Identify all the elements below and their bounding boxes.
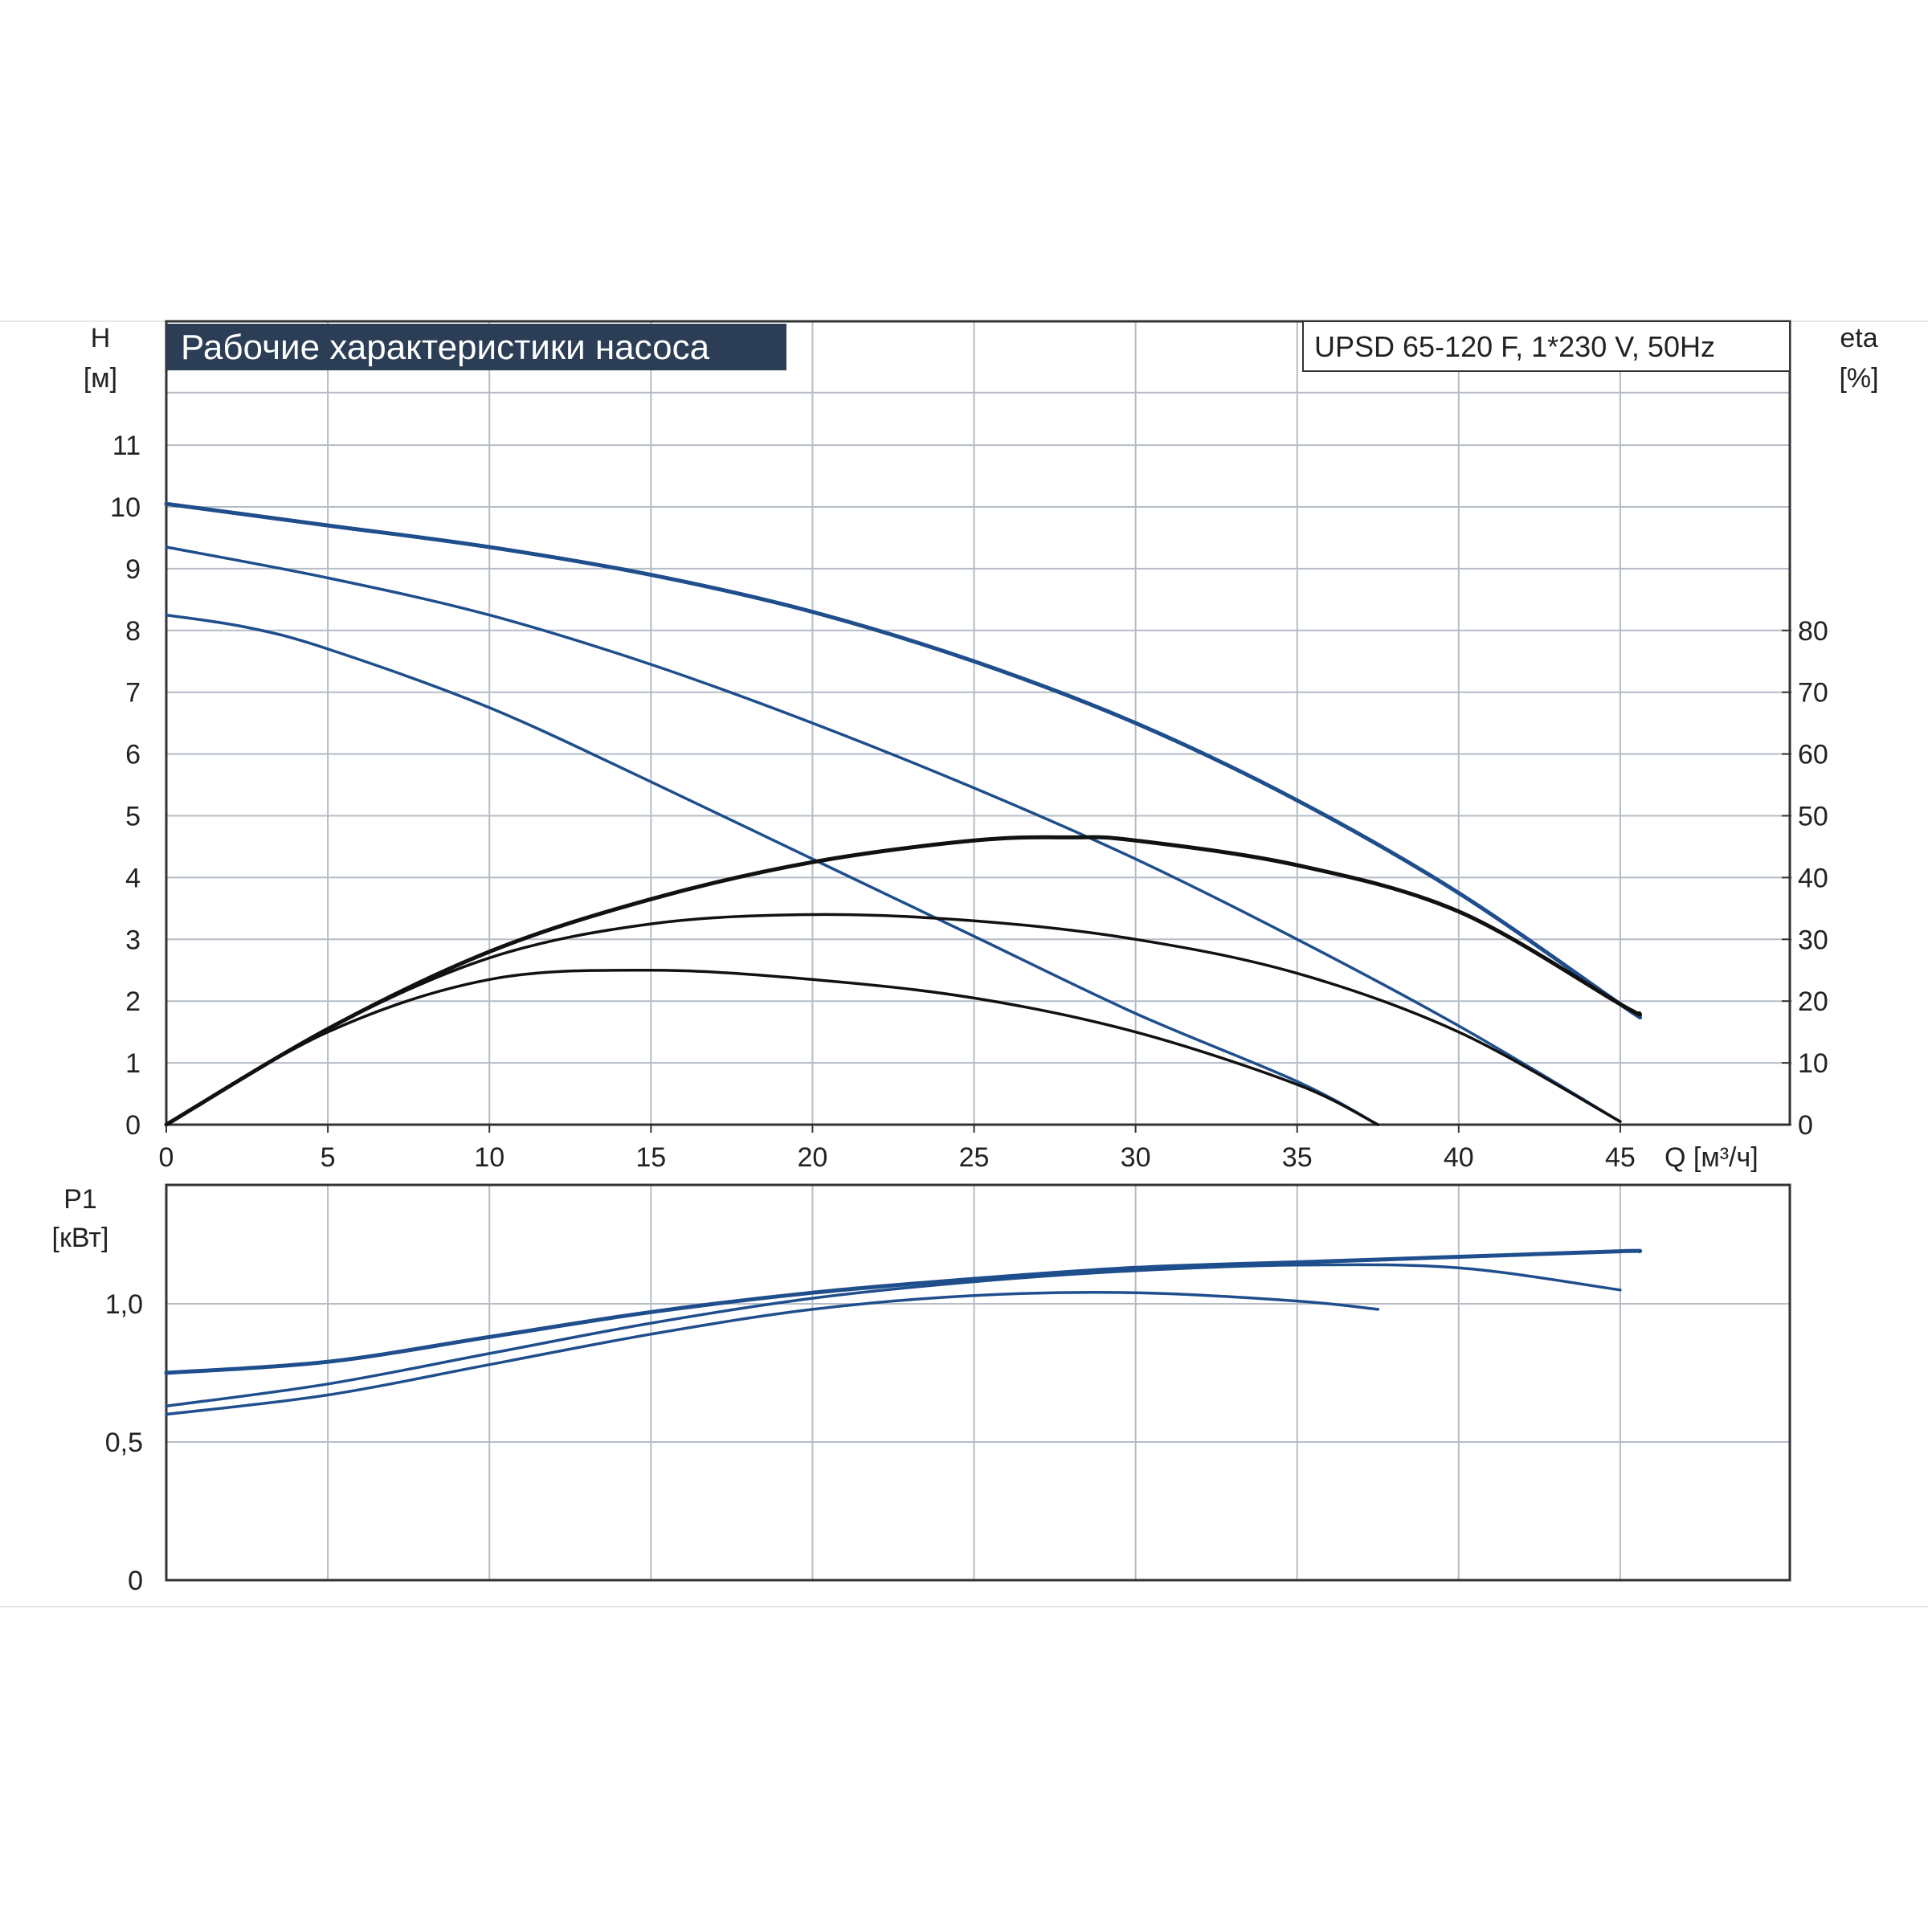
eta-tick-label: 30 xyxy=(1798,925,1828,955)
x-tick-label: 15 xyxy=(635,1142,666,1173)
x-tick-label: 0 xyxy=(159,1142,174,1173)
power-tick-label: 1,0 xyxy=(105,1289,143,1320)
head-tick-label: 1 xyxy=(125,1048,141,1079)
head-tick-label: 8 xyxy=(125,616,141,647)
x-tick-label: 30 xyxy=(1121,1142,1151,1173)
head-tick-label: 0 xyxy=(125,1110,141,1141)
model-label: UPSD 65-120 F, 1*230 V, 50Hz xyxy=(1314,330,1715,363)
efficiency-curve-1 xyxy=(164,835,1643,1127)
head-tick-label: 11 xyxy=(112,431,141,461)
bottom-plot-curves xyxy=(164,1248,1643,1416)
efficiency-curve-3 xyxy=(165,969,1380,1126)
head-curve-3 xyxy=(165,613,1380,1126)
x-tick-label: 40 xyxy=(1444,1142,1474,1173)
head-tick-label: 4 xyxy=(125,863,141,893)
chart-title: Рабочие характеристики насоса xyxy=(181,328,710,367)
eta-axis-unit: [%] xyxy=(1839,363,1878,394)
flow-axis-label: Q [м³/ч] xyxy=(1665,1142,1758,1173)
eta-tick-label: 80 xyxy=(1798,616,1828,647)
head-curve-2 xyxy=(165,545,1622,1123)
eta-tick-label: 20 xyxy=(1798,986,1828,1017)
head-tick-label: 7 xyxy=(125,678,141,709)
head-tick-label: 2 xyxy=(125,986,141,1017)
head-axis-label: H xyxy=(91,323,111,353)
x-tick-label: 20 xyxy=(797,1142,827,1173)
head-tick-label: 10 xyxy=(110,492,141,523)
model-label-box xyxy=(1302,321,1791,372)
eta-tick-label: 70 xyxy=(1798,678,1828,709)
power-curve-3 xyxy=(165,1291,1380,1416)
power-axis-unit: [кВт] xyxy=(52,1223,109,1253)
eta-axis-label: eta xyxy=(1840,323,1877,353)
x-tick-label: 35 xyxy=(1282,1142,1313,1173)
top-plot-grid xyxy=(165,320,1791,1126)
power-tick-label: 0,5 xyxy=(105,1428,143,1458)
power-curve-2 xyxy=(165,1263,1622,1408)
top-plot-frame xyxy=(165,320,1791,1126)
eta-tick-label: 60 xyxy=(1798,740,1828,770)
power-axis-label: P1 xyxy=(63,1184,97,1215)
power-tick-label: 0 xyxy=(128,1566,143,1596)
title-box xyxy=(166,324,786,370)
eta-tick-label: 50 xyxy=(1798,802,1828,832)
bottom-plot-grid xyxy=(165,1183,1791,1582)
power-curve-1 xyxy=(164,1248,1643,1375)
head-axis-unit: [м] xyxy=(84,363,117,394)
eta-tick-label: 0 xyxy=(1798,1110,1813,1141)
eta-tick-label: 10 xyxy=(1798,1048,1828,1079)
head-tick-label: 9 xyxy=(125,554,141,585)
x-tick-label: 25 xyxy=(959,1142,990,1173)
head-curve-1 xyxy=(164,501,1643,1019)
efficiency-curve-2 xyxy=(165,913,1622,1126)
bottom-plot-frame xyxy=(165,1183,1791,1582)
x-tick-label: 45 xyxy=(1605,1142,1636,1173)
axis-tick-labels: 0 5 10 15 20 25 30 35 40 450123456789101101020304… xyxy=(105,431,1828,1596)
head-tick-label: 6 xyxy=(125,740,141,770)
eta-tick-label: 40 xyxy=(1798,863,1828,893)
top-plot-curves xyxy=(164,501,1643,1127)
head-tick-label: 3 xyxy=(125,925,141,955)
x-tick-label: 5 xyxy=(321,1142,336,1173)
head-tick-label: 5 xyxy=(125,802,141,832)
x-tick-label: 10 xyxy=(474,1142,504,1173)
